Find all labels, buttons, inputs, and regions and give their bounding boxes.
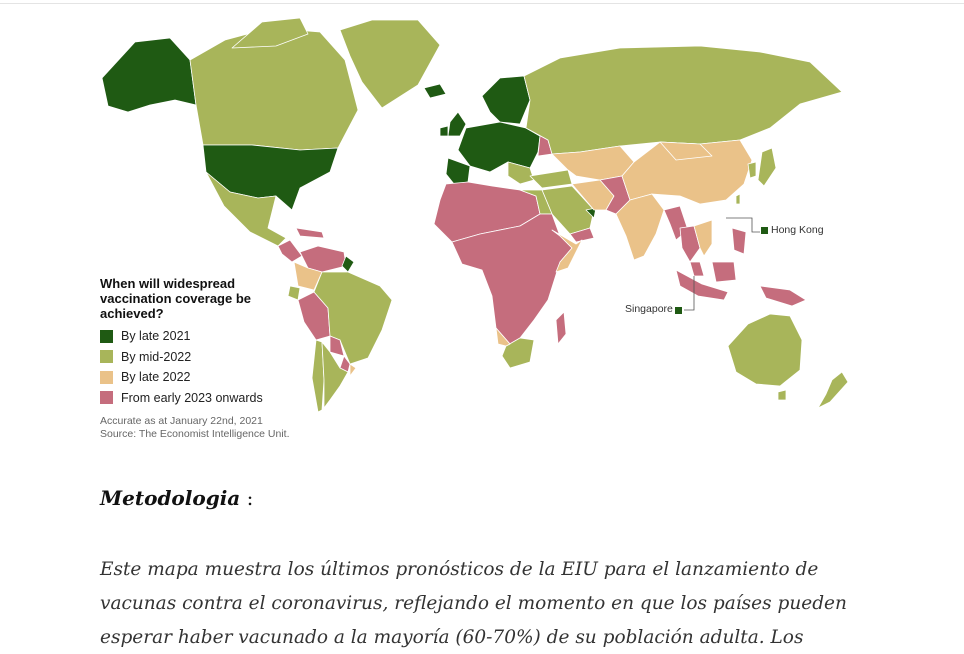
region-central-africa bbox=[451, 213, 573, 345]
article-paragraph: Este mapa muestra los últimos pronóstico… bbox=[100, 553, 930, 654]
legend-swatch-late-2022 bbox=[100, 370, 113, 384]
legend-title: When will widespread vaccination coverag… bbox=[100, 276, 252, 321]
region-borneo bbox=[711, 261, 737, 283]
region-australia bbox=[727, 313, 803, 387]
legend-list: By late 2021 By mid-2022 By late 2022 Fr… bbox=[100, 326, 290, 408]
legend-notes: Accurate as at January 22nd, 2021 Source… bbox=[100, 415, 290, 440]
singapore-leader-line bbox=[684, 276, 695, 311]
region-alaska bbox=[101, 37, 197, 113]
legend-label: By mid-2022 bbox=[121, 349, 192, 364]
region-arctic-islands bbox=[231, 17, 309, 49]
legend-swatch-early-2023 bbox=[100, 391, 113, 405]
region-malaysia bbox=[689, 261, 705, 277]
hong-kong-label: Hong Kong bbox=[771, 224, 824, 236]
region-india bbox=[615, 193, 665, 261]
region-scandinavia bbox=[481, 75, 531, 125]
region-papua bbox=[759, 285, 807, 307]
legend-item-late-2021: By late 2021 bbox=[100, 326, 290, 347]
heading-suffix: : bbox=[240, 486, 254, 510]
region-new-zealand bbox=[817, 371, 849, 409]
legend-label: From early 2023 onwards bbox=[121, 390, 263, 405]
region-brazil bbox=[313, 271, 393, 365]
legend-label: By late 2021 bbox=[121, 329, 191, 344]
top-divider bbox=[0, 3, 964, 4]
region-thailand bbox=[679, 225, 701, 263]
legend-item-early-2023: From early 2023 onwards bbox=[100, 388, 290, 409]
region-horn-of-africa bbox=[551, 229, 583, 273]
region-taiwan bbox=[735, 193, 741, 205]
region-russia bbox=[523, 45, 843, 155]
legend-swatch-late-2021 bbox=[100, 329, 113, 343]
legend-item-mid-2022: By mid-2022 bbox=[100, 347, 290, 368]
region-iceland bbox=[423, 83, 447, 99]
region-vietnam bbox=[693, 219, 713, 257]
region-ecuador bbox=[287, 285, 301, 301]
region-turkey bbox=[529, 169, 573, 189]
map-legend: When will widespread vaccination coverag… bbox=[100, 276, 290, 440]
singapore-label: Singapore bbox=[625, 303, 673, 315]
legend-swatch-mid-2022 bbox=[100, 350, 113, 364]
region-uae bbox=[585, 207, 597, 219]
region-philippines bbox=[731, 227, 747, 255]
hong-kong-leader-line bbox=[726, 217, 760, 233]
paragraph-line: Este mapa muestra los últimos pronóstico… bbox=[100, 559, 819, 580]
region-western-europe bbox=[457, 121, 541, 173]
region-tasmania bbox=[777, 389, 787, 401]
region-indonesia-west bbox=[675, 269, 729, 301]
legend-label: By late 2022 bbox=[121, 370, 191, 385]
region-ireland bbox=[439, 125, 449, 137]
hong-kong-marker bbox=[761, 227, 768, 234]
region-madagascar bbox=[555, 311, 567, 345]
region-argentina bbox=[321, 341, 349, 409]
region-uk bbox=[447, 111, 467, 137]
region-caribbean bbox=[295, 227, 325, 239]
legend-item-late-2022: By late 2022 bbox=[100, 367, 290, 388]
region-yemen bbox=[569, 227, 595, 243]
region-mongolia bbox=[659, 141, 713, 161]
source-note: Source: The Economist Intelligence Unit. bbox=[100, 427, 290, 440]
heading-text: Metodologia bbox=[100, 486, 241, 510]
region-greenland bbox=[339, 19, 441, 109]
world-map bbox=[101, 17, 849, 413]
paragraph-line: vacunas contra el coronavirus, reflejand… bbox=[100, 593, 847, 614]
region-south-africa bbox=[501, 337, 535, 369]
region-korea bbox=[747, 161, 757, 179]
region-japan bbox=[757, 147, 777, 187]
region-mexico bbox=[205, 171, 287, 247]
region-uruguay bbox=[349, 363, 357, 377]
region-balkans bbox=[507, 161, 535, 185]
singapore-marker bbox=[675, 307, 682, 314]
region-central-america bbox=[277, 239, 303, 263]
accuracy-note: Accurate as at January 22nd, 2021 bbox=[100, 415, 263, 427]
section-heading: Metodologia : bbox=[100, 486, 253, 510]
paragraph-line: esperar haber vacunado a la mayoría (60-… bbox=[100, 627, 804, 648]
region-iberia bbox=[445, 157, 471, 185]
region-namibia bbox=[495, 327, 511, 347]
